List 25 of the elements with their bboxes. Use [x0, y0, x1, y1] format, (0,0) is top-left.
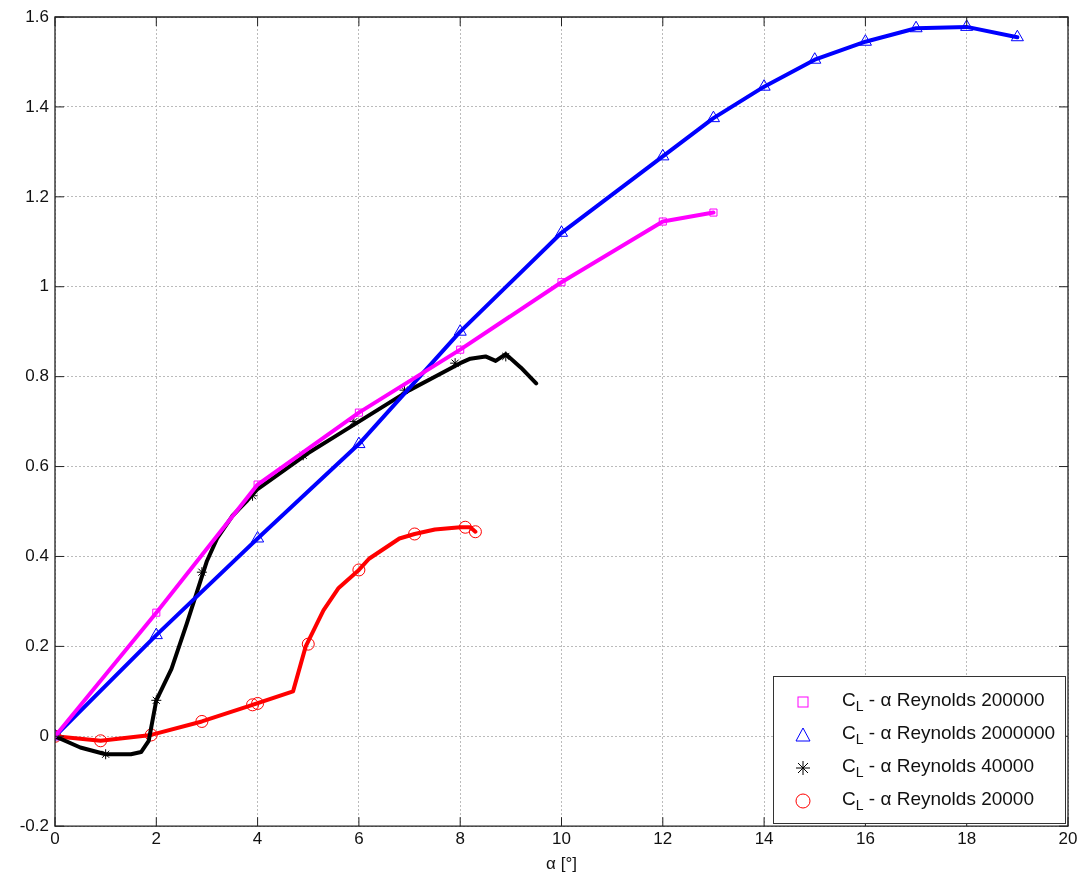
y-tick-label: 0.8 — [25, 366, 49, 386]
x-tick-label: 14 — [754, 829, 774, 849]
y-tick-label: 0 — [39, 725, 49, 745]
y-tick-label: -0.2 — [19, 815, 49, 835]
x-tick-label: 6 — [354, 829, 364, 849]
legend-label: C$_{L}$ - α Reynolds 200000 — [842, 689, 1045, 715]
y-tick-label: 0.6 — [25, 456, 49, 476]
legend-label: C$_{L}$ - α Reynolds 20000 — [842, 788, 1035, 814]
y-tick-label: 1 — [39, 276, 49, 296]
legend-label: C$_{L}$ - α Reynolds 2000000 — [842, 722, 1056, 748]
y-tick-label: 1.6 — [25, 6, 49, 26]
y-tick-label: 0.2 — [25, 636, 49, 656]
x-tick-label: 16 — [855, 829, 875, 849]
y-tick-label: 0.4 — [25, 546, 49, 566]
y-tick-label: 1.2 — [25, 186, 49, 206]
x-tick-label: 10 — [552, 829, 571, 849]
y-tick-label: 1.4 — [25, 96, 49, 116]
legend-label: C$_{L}$ - α Reynolds 40000 — [842, 755, 1035, 781]
x-tick-label: 18 — [957, 829, 977, 849]
x-tick-label: 12 — [653, 829, 673, 849]
x-tick-label: 20 — [1058, 829, 1078, 849]
x-tick-label: 4 — [252, 829, 263, 849]
x-axis-title: α [°] — [546, 854, 577, 874]
x-tick-label: 8 — [455, 829, 465, 849]
x-tick-label: 2 — [151, 829, 162, 849]
